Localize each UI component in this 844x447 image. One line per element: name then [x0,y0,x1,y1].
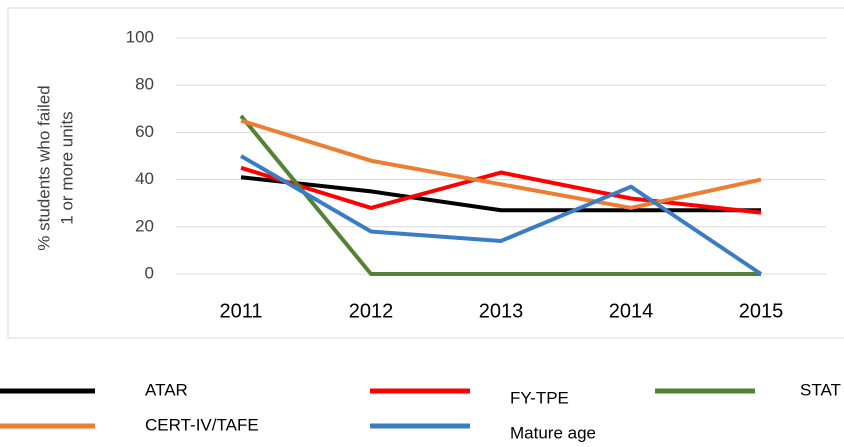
legend-label: STAT [800,380,841,399]
x-tick-label: 2013 [479,300,524,322]
y-tick-label: 100 [126,27,154,46]
line-series [239,154,763,276]
x-tick-label: 2014 [609,300,654,322]
line-series [240,175,761,213]
chart-border [7,7,844,339]
line-series [239,114,761,276]
line-series [240,118,762,210]
legend-label: Mature age [510,423,596,442]
x-tick-label: 2012 [349,300,394,322]
x-tick-label: 2015 [739,300,784,322]
y-tick-label: 60 [135,122,154,141]
y-tick-label: 20 [135,216,154,235]
line-series [240,165,762,215]
y-tick-label: 80 [135,75,154,94]
y-tick-label: 40 [135,169,154,188]
legend-label: ATAR [145,380,188,399]
y-axis-title: % students who failed [34,85,53,250]
y-tick-label: 0 [145,263,154,282]
legend-label: CERT-IV/TAFE [145,415,259,434]
y-axis-title: 1 or more units [57,111,76,224]
legend-label: FY-TPE [510,388,569,407]
x-tick-label: 2011 [219,300,262,322]
